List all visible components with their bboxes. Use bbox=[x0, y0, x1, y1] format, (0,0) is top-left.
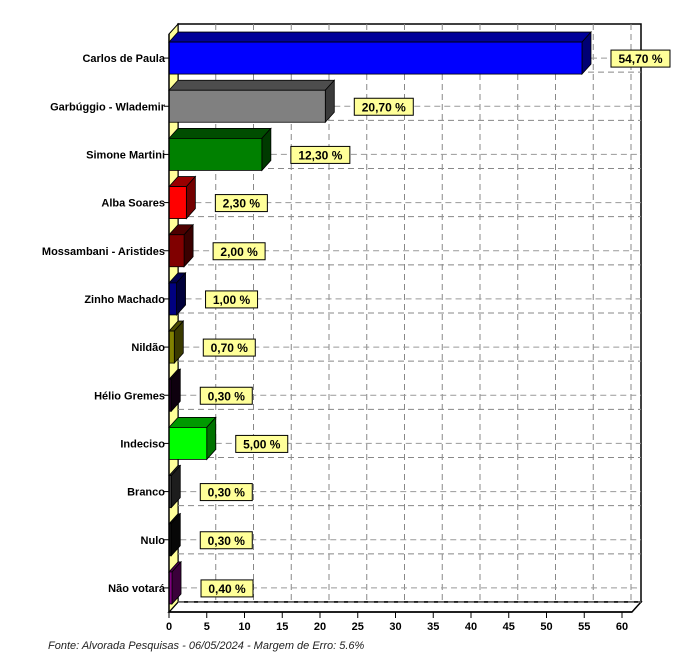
x-tick-label: 5 bbox=[204, 621, 210, 633]
bar-top bbox=[168, 128, 272, 139]
category-label: Mossambani - Aristides bbox=[42, 246, 165, 258]
value-label: 2,00 % bbox=[220, 245, 258, 259]
value-label-box bbox=[199, 531, 253, 550]
value-label: 0,30 % bbox=[208, 534, 246, 548]
x-tick-label: 15 bbox=[276, 621, 288, 633]
bar bbox=[168, 234, 185, 268]
value-label: 5,00 % bbox=[243, 437, 281, 451]
category-label: Carlos de Paula bbox=[82, 53, 165, 65]
value-label: 54,70 % bbox=[618, 52, 662, 66]
value-label: 0,70 % bbox=[211, 341, 249, 355]
category-label: Nildão bbox=[131, 342, 165, 354]
category-label: Branco bbox=[127, 487, 165, 499]
value-label: 12,30 % bbox=[298, 148, 342, 162]
value-label-box bbox=[353, 97, 414, 116]
floor bbox=[167, 601, 643, 613]
value-label: 0,40 % bbox=[208, 582, 246, 596]
bar bbox=[168, 282, 177, 316]
value-label-box bbox=[212, 242, 266, 261]
x-tick-label: 20 bbox=[314, 621, 326, 633]
bar bbox=[168, 41, 583, 75]
bar bbox=[168, 330, 175, 364]
x-tick-label: 0 bbox=[166, 621, 172, 633]
value-label-box bbox=[199, 483, 253, 502]
x-tick-label: 45 bbox=[503, 621, 515, 633]
category-label: Não votará bbox=[108, 583, 166, 595]
x-tick-label: 55 bbox=[578, 621, 590, 633]
category-label: Indeciso bbox=[120, 438, 165, 450]
value-label-box bbox=[199, 386, 253, 405]
value-label: 1,00 % bbox=[213, 293, 251, 307]
value-label-box bbox=[214, 194, 268, 213]
value-label-box bbox=[205, 290, 259, 309]
value-label-box bbox=[610, 49, 671, 68]
x-tick-label: 50 bbox=[540, 621, 552, 633]
bar-top bbox=[168, 31, 592, 43]
value-label: 2,30 % bbox=[223, 197, 261, 211]
x-tick-label: 25 bbox=[352, 621, 364, 633]
bar bbox=[168, 427, 208, 460]
category-label: Garbúggio - Wlademir bbox=[50, 101, 166, 113]
value-label-box bbox=[235, 434, 289, 453]
category-label: Zinho Machado bbox=[84, 294, 165, 306]
value-label-box bbox=[200, 579, 254, 598]
x-tick-label: 10 bbox=[238, 621, 250, 633]
value-label: 0,30 % bbox=[208, 486, 246, 500]
value-label: 0,30 % bbox=[208, 389, 246, 403]
bar bbox=[168, 186, 187, 219]
x-tick-label: 30 bbox=[389, 621, 401, 633]
bar bbox=[168, 89, 326, 123]
bar bbox=[168, 138, 263, 171]
x-tick-label: 60 bbox=[616, 621, 628, 633]
category-label: Alba Soares bbox=[101, 198, 165, 210]
value-label: 20,70 % bbox=[362, 100, 406, 114]
category-label: Hélio Gremes bbox=[94, 390, 165, 402]
value-label-box bbox=[290, 145, 351, 164]
x-tick-label: 35 bbox=[427, 621, 439, 633]
value-label-box bbox=[202, 338, 256, 357]
bar-top bbox=[168, 79, 336, 91]
category-label: Nulo bbox=[141, 535, 166, 547]
chart-source-footer: Fonte: Alvorada Pesquisas - 06/05/2024 -… bbox=[48, 640, 365, 652]
x-tick-label: 40 bbox=[465, 621, 477, 633]
category-label: Simone Martini bbox=[86, 149, 165, 161]
